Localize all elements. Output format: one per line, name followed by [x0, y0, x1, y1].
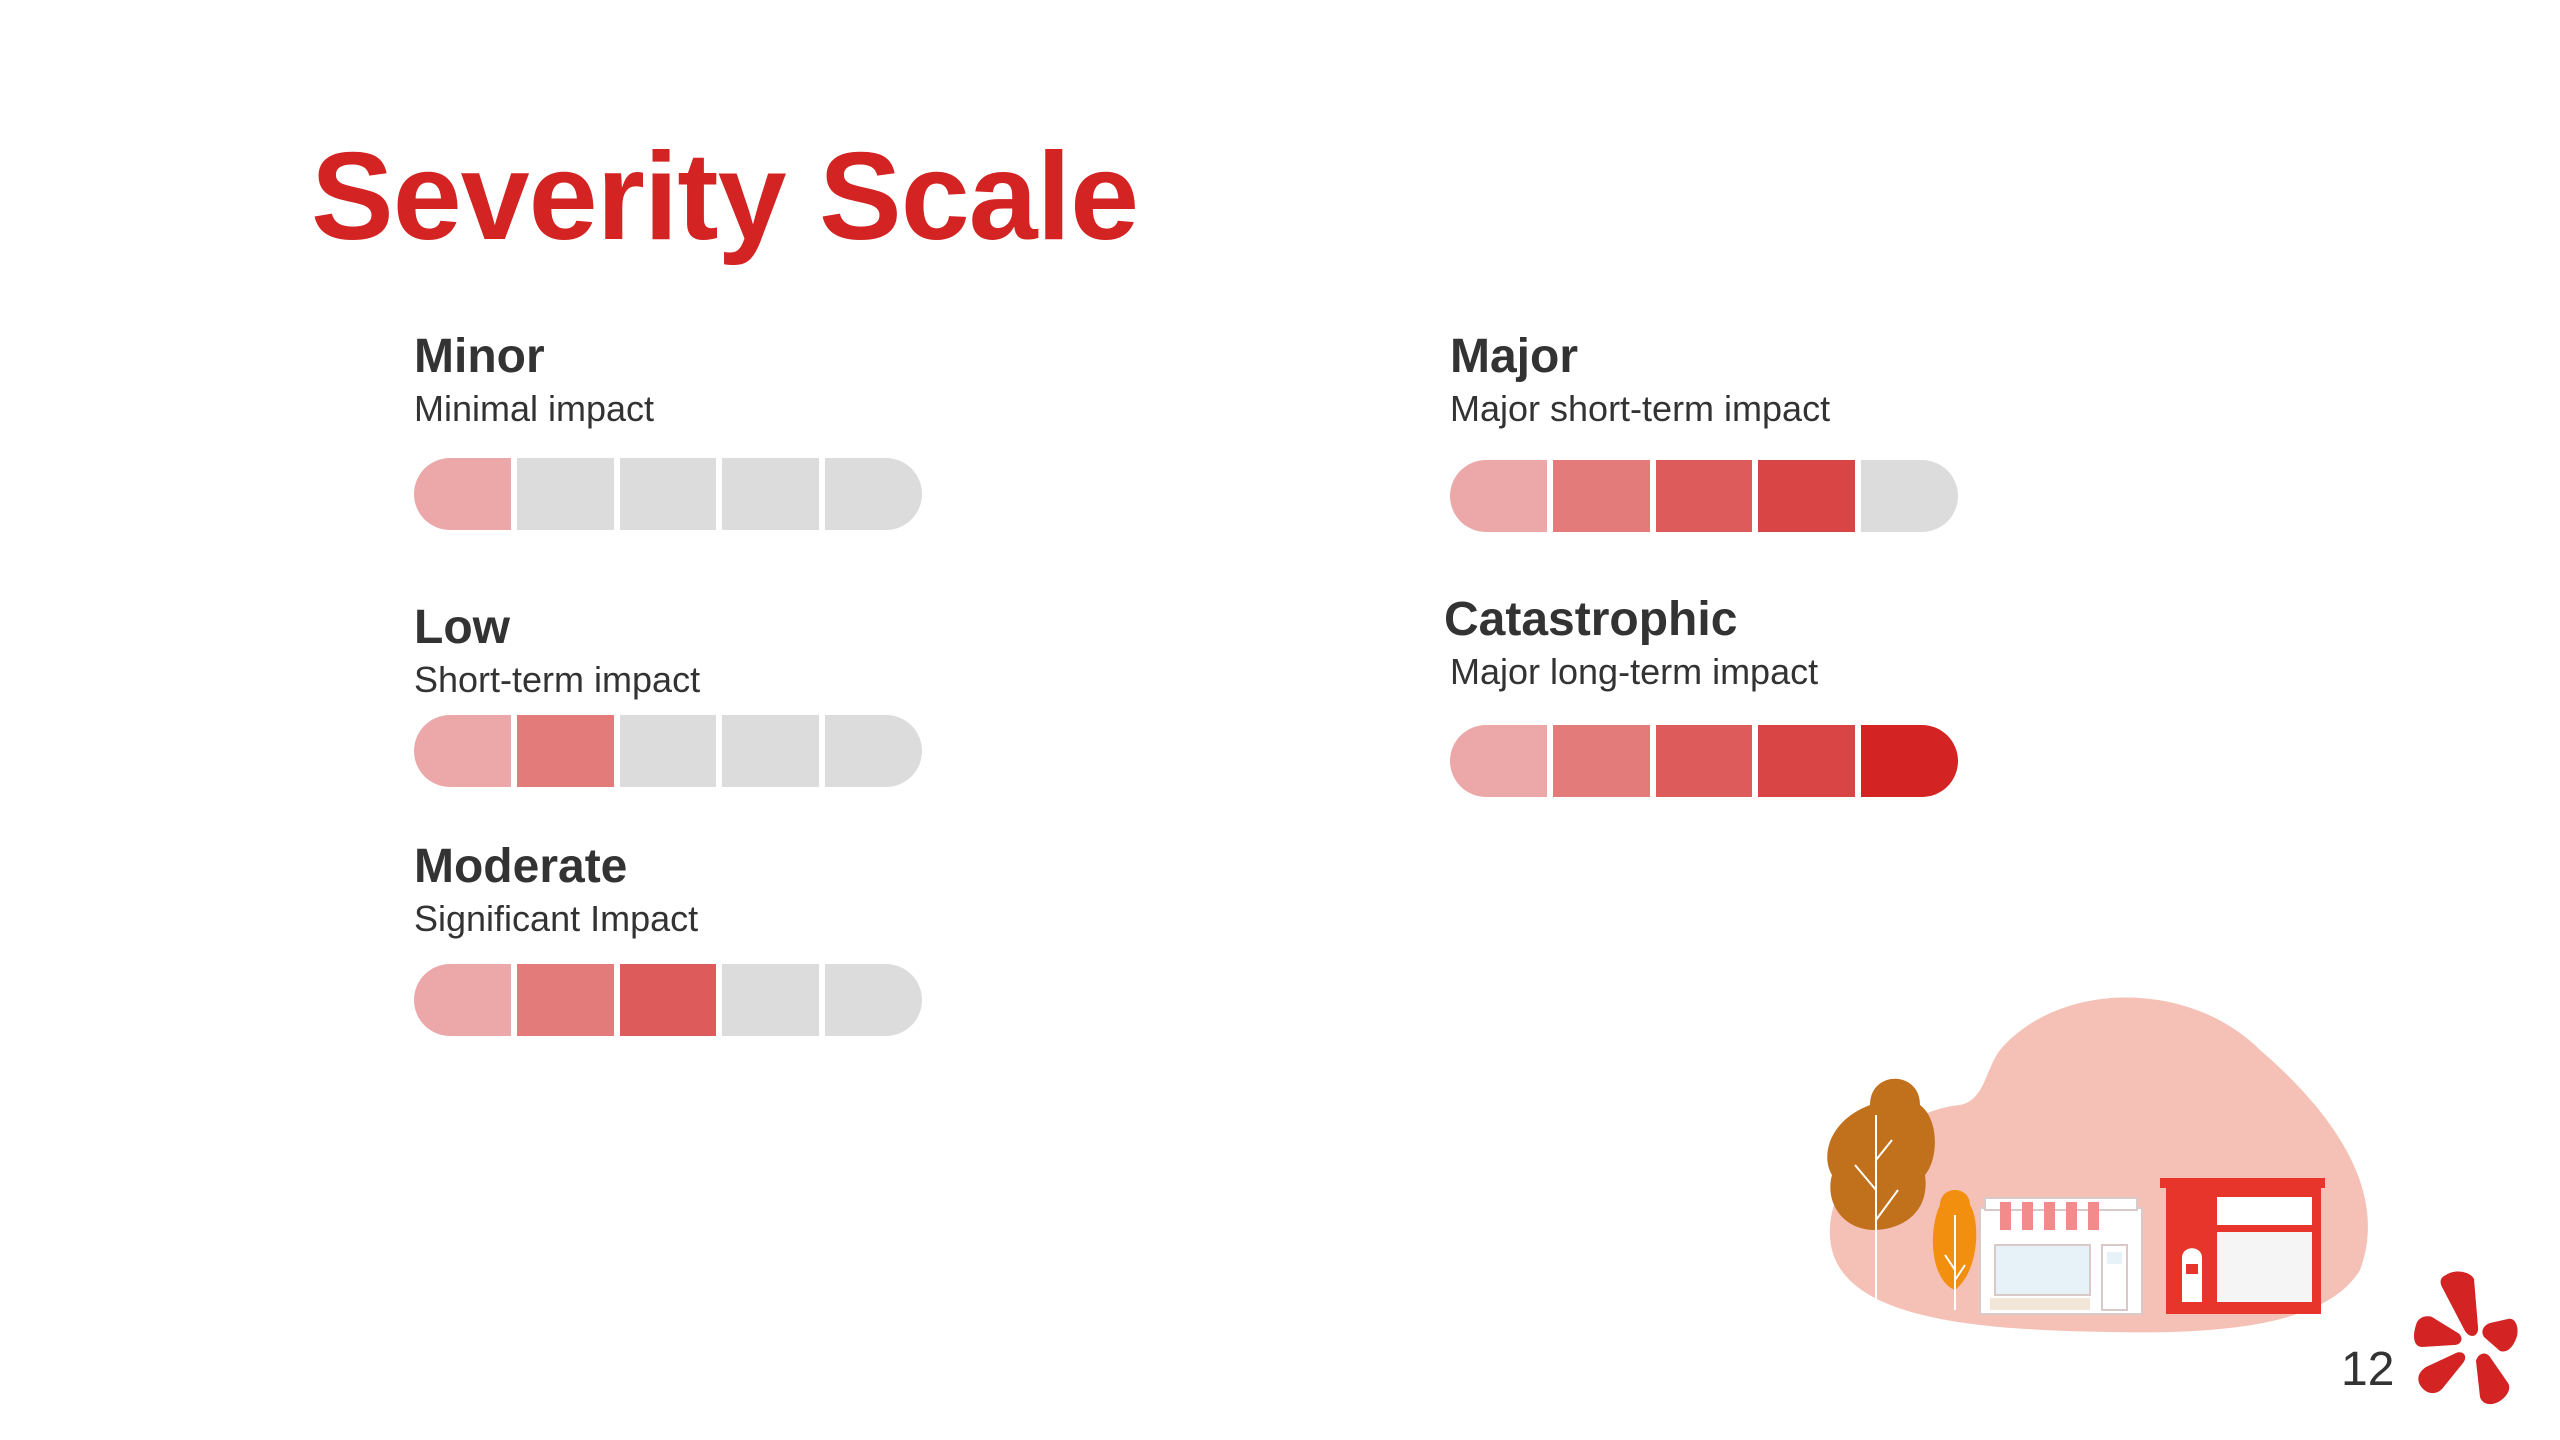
- level-description: Minimal impact: [414, 388, 655, 429]
- severity-segment: [516, 715, 614, 787]
- severity-segment: [1758, 725, 1856, 797]
- yelp-burst-icon: [2414, 1271, 2518, 1405]
- level-name: Moderate: [414, 840, 628, 893]
- severity-segment: [722, 458, 820, 530]
- tree-icon: [1827, 1078, 1977, 1310]
- severity-segment: [1758, 460, 1856, 532]
- shop-front-icon: [1979, 1197, 2143, 1315]
- storefront-illustration: [1827, 997, 2368, 1333]
- level-description: Significant Impact: [414, 898, 699, 939]
- severity-segment: [619, 458, 717, 530]
- severity-segment: [825, 715, 922, 787]
- level-name: Catastrophic: [1444, 593, 1738, 646]
- page-number: 12: [2341, 1343, 2395, 1396]
- level-name: Major: [1450, 330, 1579, 383]
- level-name: Minor: [414, 330, 545, 383]
- severity-segment: [722, 715, 820, 787]
- severity-segment: [619, 715, 717, 787]
- level-description: Major short-term impact: [1450, 388, 1831, 429]
- severity-segment: [1861, 725, 1958, 797]
- severity-segment: [414, 964, 511, 1036]
- level-description: Major long-term impact: [1450, 651, 1819, 692]
- level-name: Low: [414, 601, 510, 654]
- severity-segment: [1861, 460, 1958, 532]
- severity-segment: [1450, 460, 1547, 532]
- severity-segment: [1552, 725, 1650, 797]
- severity-bar: [414, 964, 922, 1036]
- severity-bar: [414, 715, 922, 787]
- level-description: Short-term impact: [414, 659, 701, 700]
- severity-segment: [1552, 460, 1650, 532]
- severity-segment: [1450, 725, 1547, 797]
- severity-segment: [619, 964, 717, 1036]
- severity-segment: [825, 458, 922, 530]
- severity-segment: [414, 458, 511, 530]
- severity-segment: [1655, 725, 1753, 797]
- severity-segment: [1655, 460, 1753, 532]
- severity-segment: [722, 964, 820, 1036]
- red-storefront-icon: [2160, 1178, 2325, 1314]
- severity-segment: [516, 458, 614, 530]
- severity-segment: [825, 964, 922, 1036]
- severity-segment: [516, 964, 614, 1036]
- slide-title: Severity Scale: [311, 128, 1139, 266]
- severity-bar: [1450, 460, 1958, 532]
- severity-bar: [1450, 725, 1958, 797]
- severity-bar: [414, 458, 922, 530]
- severity-segment: [414, 715, 511, 787]
